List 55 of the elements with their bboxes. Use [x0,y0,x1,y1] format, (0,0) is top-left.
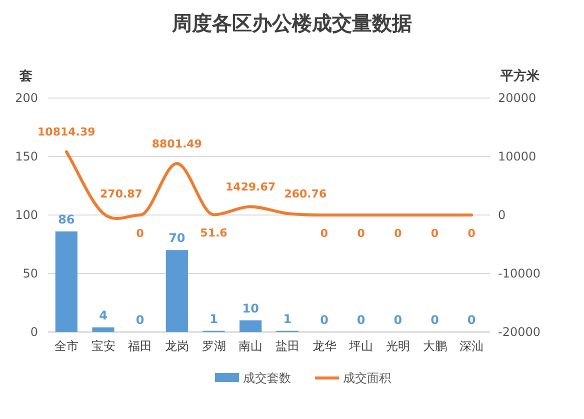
data-label: 0 [320,227,328,240]
x-tick-label: 福田 [128,339,152,353]
x-tick-label: 全市 [54,339,78,353]
data-label: 0 [468,227,476,240]
data-label: 0 [430,313,439,327]
y2-tick-label: 0 [498,208,506,222]
x-tick-label: 坪山 [348,339,374,353]
x-tick-label: 罗湖 [202,339,226,353]
y-tick-label: 50 [22,266,38,280]
y-tick-label: 200 [15,91,38,105]
y-axis-title: 套 [18,69,32,84]
x-tick-label: 龙华 [312,339,336,353]
bar [92,327,114,332]
data-label: 8801.49 [152,138,202,151]
data-label: 4 [99,308,108,322]
data-label: 0 [394,227,402,240]
y2-tick-label: -10000 [498,266,541,280]
y2-axis-title: 平方米 [500,68,540,84]
data-label: 0 [356,313,366,327]
y-tick-label: 0 [30,325,38,339]
data-label: 0 [394,313,402,327]
y-tick-label: 150 [15,150,38,164]
data-label: 0 [136,227,144,240]
data-label: 1 [283,312,292,326]
bar [166,250,188,332]
x-tick-label: 大鹏 [422,339,447,353]
x-tick-label: 龙岗 [164,339,189,353]
data-label: 260.76 [284,187,327,200]
chart-title: 周度各区办公楼成交量数据 [171,11,412,35]
x-tick-label: 盐田 [275,339,300,353]
x-tick-label: 深汕 [460,339,484,353]
y-tick-label: 100 [15,208,38,222]
data-label: 1 [210,312,218,326]
data-label: 10 [242,301,259,316]
data-label: 0 [430,227,439,240]
legend-label: 成交面积 [343,371,391,385]
data-label: 86 [58,212,75,226]
bar [55,231,78,332]
data-label: 0 [136,313,144,327]
x-tick-label: 光明 [386,339,410,353]
bar [240,320,262,332]
data-label: 0 [357,227,366,240]
data-label: 51.6 [200,226,228,240]
x-tick-label: 南山 [238,339,263,353]
data-label: 0 [320,313,328,327]
data-label: 0 [467,313,476,327]
y2-tick-label: -20000 [498,325,541,339]
data-label: 70 [168,231,186,246]
legend-label: 成交套数 [243,371,291,385]
data-label: 270.87 [100,187,142,200]
y2-tick-label: 20000 [498,91,536,105]
y2-tick-label: 10000 [498,150,536,164]
data-label: 1429.67 [226,180,276,194]
x-tick-label: 宝安 [91,339,116,353]
data-label: 10814.39 [38,126,96,139]
